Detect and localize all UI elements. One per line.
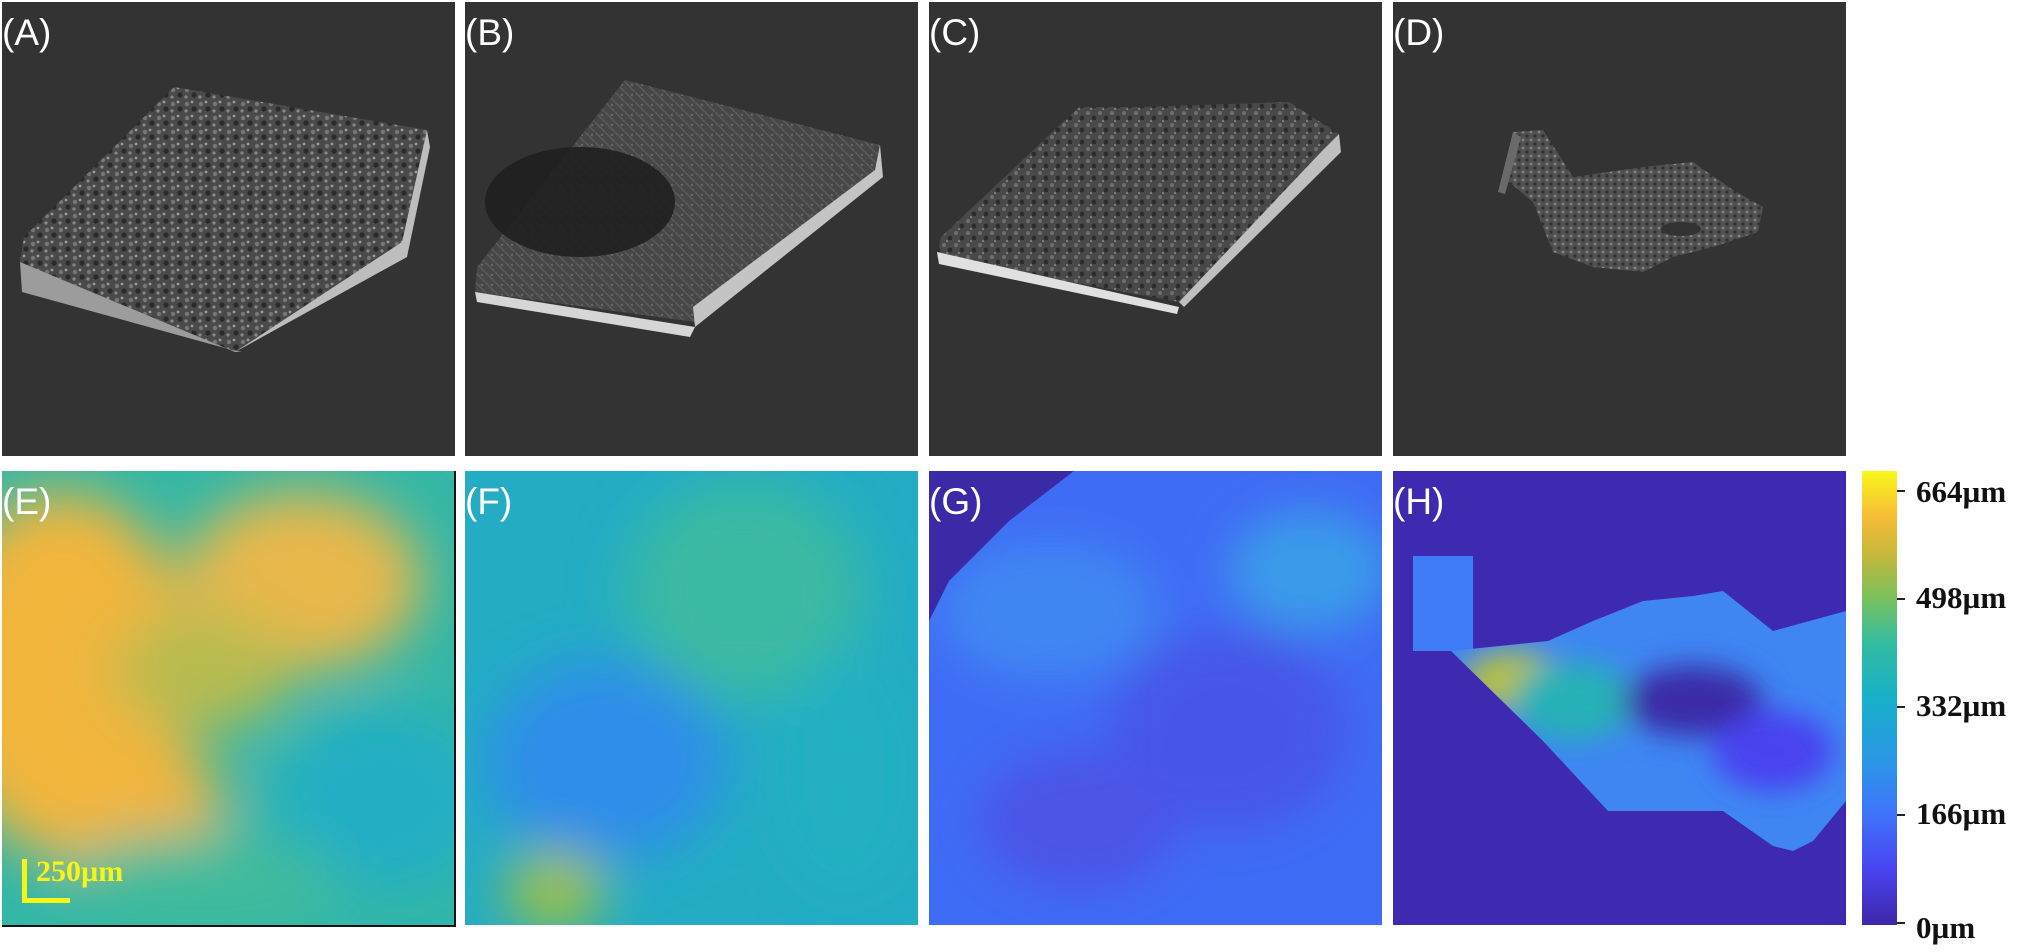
colorbar-tick xyxy=(1897,490,1905,492)
colorbar-tick xyxy=(1897,922,1905,924)
colorbar-tick xyxy=(1897,814,1905,816)
sample-d-render xyxy=(1498,130,1763,272)
height-colorbar xyxy=(1862,471,1897,925)
scale-bar-horizontal xyxy=(22,898,70,903)
colorbar-label-min: 0µm xyxy=(1916,910,1976,945)
sample-a-render xyxy=(20,87,430,352)
panel-g-height-map: (G) xyxy=(929,471,1382,925)
panel-c-3d-render: (C) xyxy=(929,2,1382,456)
panel-e-label: (E) xyxy=(2,481,52,522)
height-map-h xyxy=(1393,471,1846,925)
height-map-g xyxy=(929,471,1382,925)
panel-d-3d-render: (D) xyxy=(1393,2,1846,456)
colorbar-tick xyxy=(1897,598,1905,600)
panel-h-height-map: (H) xyxy=(1393,471,1846,925)
sample-c-render xyxy=(937,102,1341,314)
panel-c-label: (C) xyxy=(929,12,981,53)
colorbar-label-332: 332µm xyxy=(1916,688,2007,723)
panel-f-label: (F) xyxy=(465,481,513,522)
colorbar-tick xyxy=(1897,706,1905,708)
panel-b-label: (B) xyxy=(465,12,515,53)
scale-bar-label: 250µm xyxy=(36,855,124,888)
sample-b-render xyxy=(475,80,883,337)
height-map-e xyxy=(2,471,454,925)
colorbar-label-max: 664µm xyxy=(1916,474,2007,509)
panel-a-label: (A) xyxy=(2,12,52,53)
panel-f-height-map: (F) xyxy=(465,471,918,925)
panel-d-label: (D) xyxy=(1393,12,1445,53)
colorbar-label-498: 498µm xyxy=(1916,580,2007,615)
panel-g-label: (G) xyxy=(929,481,983,522)
panel-e-height-map: (E) 250µm xyxy=(2,471,456,927)
scale-bar-vertical xyxy=(22,859,27,903)
height-map-f xyxy=(465,471,918,925)
panel-a-3d-render: (A) xyxy=(2,2,455,456)
panel-b-3d-render: (B) xyxy=(465,2,918,456)
panel-h-label: (H) xyxy=(1393,481,1445,522)
colorbar-label-166: 166µm xyxy=(1916,796,2007,831)
